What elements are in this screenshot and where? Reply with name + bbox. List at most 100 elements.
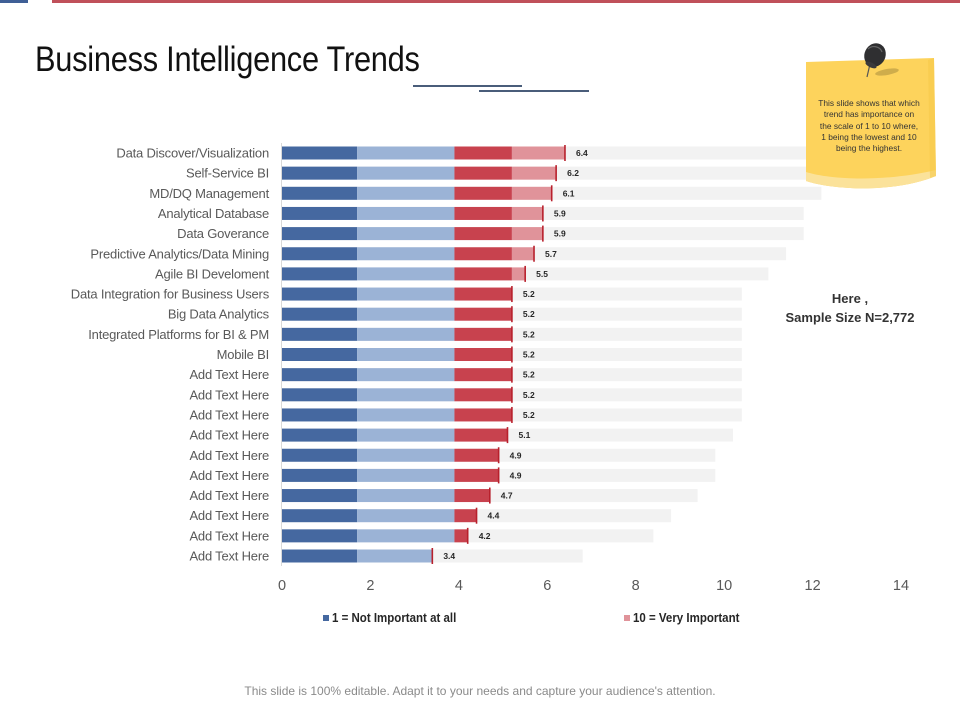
segment-not-important bbox=[282, 206, 358, 220]
segment-high bbox=[454, 348, 512, 361]
segment-not-important bbox=[282, 186, 358, 200]
segment-high bbox=[454, 186, 512, 200]
segment-low bbox=[357, 549, 433, 563]
value-label: 5.2 bbox=[523, 410, 535, 420]
segment-low bbox=[357, 206, 455, 220]
segment-not-important bbox=[282, 468, 358, 482]
value-label: 5.2 bbox=[523, 370, 535, 380]
segment-low bbox=[357, 287, 455, 301]
x-tick-label: 4 bbox=[455, 578, 463, 594]
x-tick-label: 14 bbox=[893, 578, 909, 594]
segment-low bbox=[357, 529, 455, 543]
legend-swatch-pink bbox=[624, 615, 630, 621]
segment-low bbox=[357, 186, 455, 200]
segment-high bbox=[454, 428, 508, 442]
category-label: Add Text Here bbox=[189, 367, 269, 382]
segment-high bbox=[454, 227, 512, 241]
value-label: 4.2 bbox=[479, 531, 491, 541]
segment-low bbox=[357, 327, 455, 341]
segment-very-important bbox=[511, 206, 543, 220]
segment-low bbox=[357, 368, 455, 382]
segment-not-important bbox=[282, 307, 358, 321]
legend-label: 10 = Very Important bbox=[633, 611, 740, 625]
x-tick-label: 6 bbox=[543, 578, 551, 594]
stacked-bars bbox=[282, 146, 565, 563]
category-label: Data Integration for Business Users bbox=[71, 287, 270, 302]
value-labels: 6.46.26.15.95.95.75.55.25.25.25.25.25.25… bbox=[443, 148, 588, 561]
x-axis: 0 2 4 6 8 10 12 14 bbox=[278, 143, 909, 594]
segment-high bbox=[454, 509, 477, 523]
segment-low bbox=[357, 348, 455, 361]
segment-not-important bbox=[282, 247, 358, 261]
note-line: 1 being the lowest and 10 bbox=[821, 131, 917, 142]
page-title: Business Intelligence Trends bbox=[35, 40, 420, 79]
category-label: Integrated Platforms for BI & PM bbox=[88, 327, 269, 342]
segment-high bbox=[454, 448, 499, 462]
value-label: 5.1 bbox=[518, 430, 530, 440]
segment-very-important bbox=[511, 267, 526, 281]
x-tick-label: 12 bbox=[805, 578, 821, 594]
segment-high bbox=[454, 307, 512, 321]
segment-high bbox=[454, 166, 512, 180]
category-label: Add Text Here bbox=[189, 407, 269, 422]
value-label: 4.9 bbox=[510, 450, 522, 460]
sticky-note bbox=[806, 43, 936, 189]
pushpin-icon bbox=[864, 43, 886, 69]
segment-low bbox=[357, 166, 455, 180]
note-line: the scale of 1 to 10 where, bbox=[819, 120, 919, 131]
legend-item-very-important: 10 = Very Important bbox=[624, 611, 749, 625]
category-label: Add Text Here bbox=[189, 428, 269, 443]
sticky-note-edge-shade bbox=[928, 58, 936, 178]
legend-item-not-important: 1 = Not Important at all bbox=[323, 611, 467, 625]
segment-high bbox=[454, 327, 512, 341]
segment-low bbox=[357, 267, 455, 281]
segment-very-important bbox=[511, 247, 535, 261]
category-label: Add Text Here bbox=[189, 387, 269, 402]
sticky-note-paper bbox=[806, 58, 936, 189]
value-label: 6.4 bbox=[576, 148, 588, 158]
value-label: 5.2 bbox=[523, 329, 535, 339]
value-label: 5.2 bbox=[523, 350, 535, 360]
segment-high bbox=[454, 388, 512, 402]
segment-not-important bbox=[282, 489, 358, 503]
value-label: 4.9 bbox=[510, 470, 522, 480]
value-label: 6.2 bbox=[567, 168, 579, 178]
note-line: This slide shows that which bbox=[818, 98, 920, 108]
segment-low bbox=[357, 489, 455, 503]
segment-not-important bbox=[282, 529, 358, 543]
value-label: 5.9 bbox=[554, 208, 566, 218]
segment-not-important bbox=[282, 146, 358, 160]
segment-high bbox=[454, 489, 490, 503]
segment-not-important bbox=[282, 388, 358, 402]
segment-high bbox=[454, 287, 512, 301]
category-label: Agile BI Develoment bbox=[155, 266, 270, 281]
value-label: 5.5 bbox=[536, 269, 548, 279]
segment-low bbox=[357, 428, 455, 442]
category-label: Data Goverance bbox=[177, 226, 269, 241]
segment-low bbox=[357, 146, 455, 160]
category-label: Add Text Here bbox=[189, 508, 269, 523]
legend-label: 1 = Not Important at all bbox=[332, 611, 457, 625]
x-tick-label: 10 bbox=[716, 578, 732, 594]
title-decoration-line-2 bbox=[479, 90, 589, 92]
segment-high bbox=[454, 408, 512, 422]
segment-very-important bbox=[511, 227, 543, 241]
value-label: 5.7 bbox=[545, 249, 557, 259]
segment-high bbox=[454, 468, 499, 482]
segment-high bbox=[454, 247, 512, 261]
segment-not-important bbox=[282, 428, 358, 442]
category-label: Predictive Analytics/Data Mining bbox=[90, 246, 269, 261]
segment-not-important bbox=[282, 267, 358, 281]
pin-shadow bbox=[875, 68, 899, 76]
legend-swatch-blue bbox=[323, 615, 329, 621]
sticky-note-curl bbox=[806, 170, 936, 189]
sample-size-line-2: Sample Size N=2,772 bbox=[785, 310, 915, 325]
x-tick-label: 8 bbox=[632, 578, 640, 594]
segment-high bbox=[454, 146, 512, 160]
value-label: 5.2 bbox=[523, 309, 535, 319]
category-label: Analytical Database bbox=[158, 206, 269, 221]
segment-not-important bbox=[282, 327, 358, 341]
note-line: being the highest. bbox=[835, 143, 903, 154]
segment-low bbox=[357, 307, 455, 321]
